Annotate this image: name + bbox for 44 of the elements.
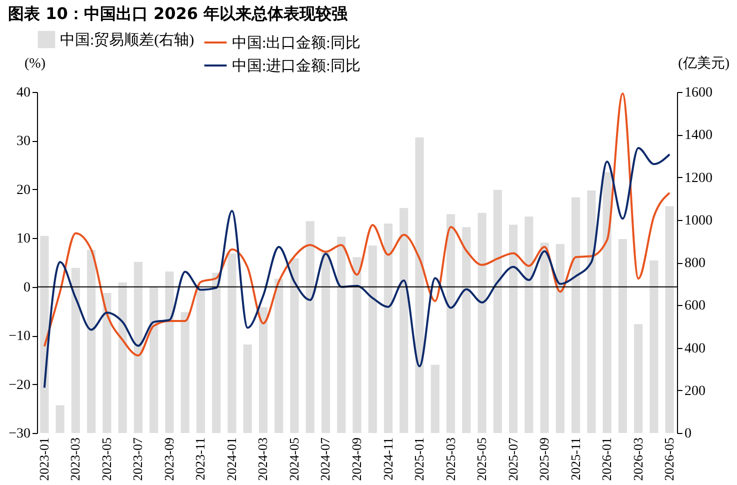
- x-tick-label: 2023-11: [192, 438, 208, 480]
- x-tick-label: 2025-07: [505, 437, 520, 481]
- y2-tick-label: 1400: [684, 128, 712, 144]
- x-tick-label: 2023-07: [130, 437, 146, 481]
- x-tick-label: 2023-09: [161, 438, 176, 481]
- x-tick-label: 2025-09: [536, 438, 552, 481]
- y2-tick-label: 400: [684, 341, 706, 356]
- chart-title: 图表 10：中国出口 2026 年以来总体表现较强: [8, 4, 349, 23]
- x-tick-label: 2023-03: [68, 438, 83, 481]
- x-tick-label: 2024-05: [286, 438, 302, 481]
- x-tick-label: 2026-05: [662, 438, 677, 481]
- x-tick-label: 2026-03: [630, 438, 646, 481]
- y2-tick-label: 800: [684, 256, 706, 271]
- x-tick-label: 2025-11: [568, 438, 583, 480]
- x-tick-label: 2025-03: [442, 438, 458, 481]
- y-tick-label: −30: [8, 426, 30, 442]
- y-tick-label: 40: [16, 86, 30, 100]
- legend-label: 中国:进口金额:同比: [232, 58, 360, 74]
- x-tick-label: 2024-09: [349, 438, 364, 481]
- y2-tick-label: 1600: [684, 86, 712, 100]
- y2-tick-label: 1200: [684, 170, 712, 186]
- y-tick-label: 30: [16, 134, 30, 150]
- x-tick-label: 2024-11: [380, 438, 396, 480]
- legend-label: 中国:出口金额:同比: [232, 34, 360, 52]
- y-tick-label: 10: [16, 232, 30, 247]
- y-tick-label: 0: [24, 280, 30, 296]
- x-tick-label: 2023-05: [98, 438, 114, 481]
- y2-tick-label: 1000: [684, 213, 712, 228]
- y-tick-label: −10: [8, 329, 30, 344]
- y-tick-label: 20: [16, 182, 30, 198]
- x-tick-label: 2023-01: [36, 438, 52, 481]
- x-tick-label: 2024-01: [224, 438, 239, 481]
- y-axis-title: (%): [24, 56, 46, 72]
- y2-axis-title: (亿美元): [678, 56, 730, 72]
- x-tick-label: 2024-07: [318, 437, 333, 481]
- x-tick-label: 2026-01: [599, 438, 614, 481]
- legend-label: 中国:贸易顺差(右轴): [60, 32, 194, 48]
- x-tick-label: 2025-05: [474, 438, 490, 481]
- y-tick-label: −20: [8, 378, 30, 393]
- y2-tick-label: 0: [684, 426, 692, 442]
- x-tick-label: 2024-03: [255, 438, 270, 481]
- y2-tick-label: 200: [684, 384, 706, 399]
- y2-tick-label: 600: [684, 298, 706, 314]
- x-tick-label: 2025-01: [412, 438, 427, 481]
